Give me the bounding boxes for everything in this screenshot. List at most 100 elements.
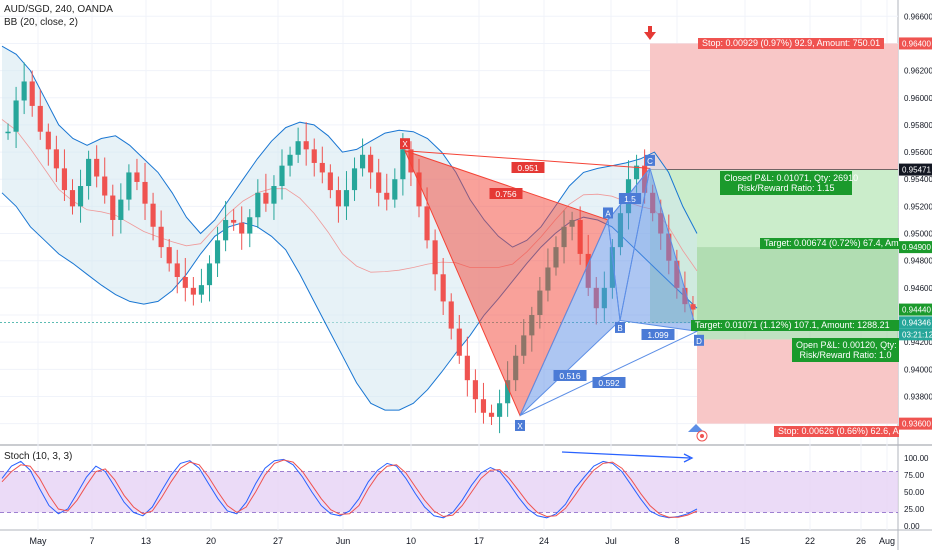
candle-body-19 xyxy=(158,226,164,248)
candle-body-15 xyxy=(126,172,132,200)
candle-body-24 xyxy=(198,285,205,295)
price-tag-0: 0.96400 xyxy=(902,39,931,48)
price-tick-7: 0.95400 xyxy=(904,175,932,184)
price-tick-12: 0.94600 xyxy=(904,284,932,293)
candle-body-39 xyxy=(319,162,325,173)
ratio-label-3: 0.516 xyxy=(559,371,581,381)
open-pnl-line2: Risk/Reward Ratio: 1.0 xyxy=(799,350,892,360)
candle-body-31 xyxy=(255,192,261,218)
ratio-label-5: 1.099 xyxy=(647,330,669,340)
candle-body-6 xyxy=(53,149,59,169)
pattern-point-b-3: B xyxy=(617,324,622,333)
candle-body-26 xyxy=(214,240,221,264)
price-tag-5: 03:21:12 xyxy=(902,330,932,339)
candle-body-21 xyxy=(174,263,180,277)
candle-body-44 xyxy=(360,154,366,169)
time-tick-1: 7 xyxy=(89,536,94,546)
time-tick-6: 10 xyxy=(406,536,416,546)
candle-body-28 xyxy=(231,219,237,223)
time-tick-7: 17 xyxy=(474,536,484,546)
candle-body-16 xyxy=(134,172,140,182)
candle-body-29 xyxy=(239,222,245,234)
time-tick-5: Jun xyxy=(336,536,351,546)
price-tag-2: 0.94900 xyxy=(902,243,931,252)
stoch-tick-2: 50.00 xyxy=(904,488,925,497)
buy-arrow-icon xyxy=(688,424,704,432)
price-tag-box-4 xyxy=(899,316,932,329)
target-upper-label: Target: 0.00674 (0.72%) 67.4, Amo xyxy=(760,238,899,249)
price-axis: 0.96600 0.96200 0.96000 0.95800 0.95600 0.954… xyxy=(899,12,932,531)
candle-body-35 xyxy=(287,154,293,166)
open-pnl-line1: Open P&L: 0.00120, Qty: 3 xyxy=(796,340,899,350)
time-tick-12: 22 xyxy=(805,536,815,546)
divergence-arrow-icon xyxy=(683,453,694,463)
price-tick-4: 0.95800 xyxy=(904,121,932,130)
pattern-point-box-1 xyxy=(515,419,525,431)
target-lower-label: Target: 0.01071 (1.12%) 107.1, Amount: 1… xyxy=(691,320,899,331)
price-tag-1: 0.95471 xyxy=(902,166,931,175)
divergence-line xyxy=(561,451,691,459)
annotations xyxy=(644,26,708,442)
time-tick-4: 27 xyxy=(273,536,283,546)
candle-body-27 xyxy=(223,219,229,241)
candle-body-37 xyxy=(303,141,309,150)
stoch-tick-4: 0.00 xyxy=(904,522,920,531)
pattern-point-box-4 xyxy=(645,154,655,166)
price-tag-box-1 xyxy=(899,163,932,176)
alert-icon-dot xyxy=(700,434,704,438)
candle-body-56 xyxy=(456,328,462,356)
candle-body-13 xyxy=(110,195,116,220)
price-tick-16: 0.94000 xyxy=(904,365,932,374)
stop-zone-upper xyxy=(650,43,898,170)
pattern-point-c-4: C xyxy=(647,157,653,166)
ratio-label-1: 0.756 xyxy=(495,189,517,199)
price-tick-17: 0.93800 xyxy=(904,392,932,401)
candle-body-7 xyxy=(61,168,68,191)
ratio-label-2: 1.5 xyxy=(624,194,636,204)
candle-body-3 xyxy=(29,81,35,106)
bb-upper xyxy=(1,45,698,248)
bollinger-bands xyxy=(1,45,698,411)
time-tick-3: 20 xyxy=(206,536,216,546)
pattern-point-box-5 xyxy=(694,334,704,346)
pattern-point-box-2 xyxy=(603,207,613,219)
price-tick-5: 0.95600 xyxy=(904,148,932,157)
bb-legend: BB (20, close, 2) xyxy=(4,17,78,28)
candle-body-41 xyxy=(335,190,341,207)
price-tag-box-6 xyxy=(899,417,932,430)
bb-fill xyxy=(2,46,697,411)
ratio-box-4 xyxy=(592,377,626,388)
candle-body-32 xyxy=(263,192,269,204)
ratio-box-2 xyxy=(618,193,642,204)
stochastic-pane xyxy=(0,451,898,519)
candle-body-53 xyxy=(432,240,438,275)
ratio-box-3 xyxy=(553,370,587,381)
open-pnl-label: Open P&L: 0.00120, Qty: 3 Risk/Reward Ra… xyxy=(792,338,899,362)
price-tag-box-5 xyxy=(899,328,932,341)
time-axis: May 7 13 20 27 Jun 10 17 24 Jul 8 15 22 26 Aug xyxy=(29,536,895,546)
time-tick-11: 15 xyxy=(740,536,750,546)
candle-body-78 xyxy=(633,165,640,180)
pattern-point-a-2: A xyxy=(605,209,611,218)
sell-arrow-shaft xyxy=(648,26,652,32)
candle-body-30 xyxy=(247,217,253,234)
price-tick-11: 0.94800 xyxy=(904,257,932,266)
candle-body-34 xyxy=(279,165,285,187)
ratio-label-0: 0.951 xyxy=(517,163,539,173)
candle-body-8 xyxy=(69,190,76,207)
price-tag-4: 0.94346 xyxy=(902,318,931,327)
candle-body-1 xyxy=(13,100,19,132)
candle-body-42 xyxy=(343,190,350,207)
candle-body-10 xyxy=(86,158,92,187)
time-tick-0: May xyxy=(29,536,47,546)
price-tag-box-0 xyxy=(899,37,932,50)
ratio-label-4: 0.592 xyxy=(598,378,620,388)
stoch-band xyxy=(0,471,898,513)
bb-basis xyxy=(1,119,698,273)
pattern-point-x-1: X xyxy=(517,422,523,431)
candle-body-57 xyxy=(464,355,470,381)
time-tick-13: 26 xyxy=(856,536,866,546)
price-tick-8: 0.95200 xyxy=(904,202,932,211)
pattern-point-d-5: D xyxy=(696,337,702,346)
